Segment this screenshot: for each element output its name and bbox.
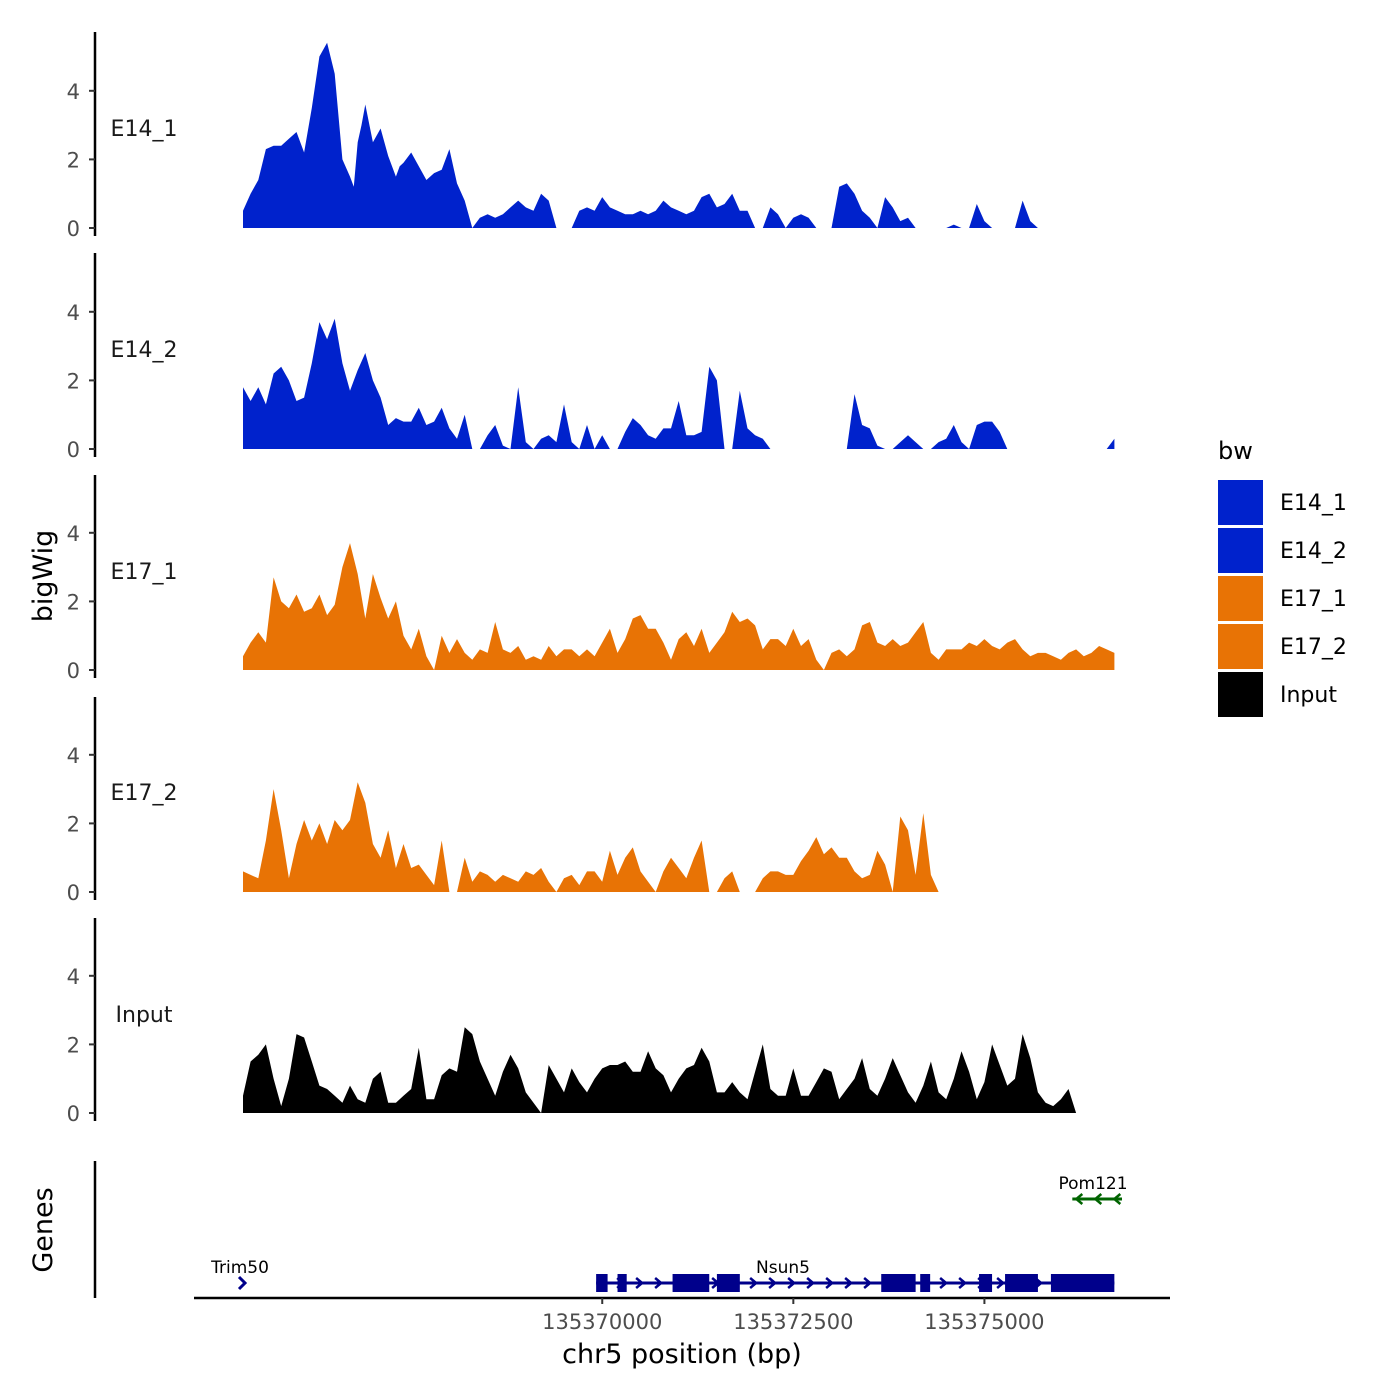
strand-arrow [768, 1277, 778, 1289]
y-tick-label: 2 [67, 148, 80, 172]
gene-Trim50: Trim50 [210, 1258, 269, 1291]
track-label: E17_1 [111, 560, 178, 585]
y-tick-label: 2 [67, 812, 80, 836]
exon [1050, 1274, 1115, 1292]
strand-arrow [1093, 1193, 1103, 1205]
legend-label: E14_1 [1280, 491, 1347, 516]
y-tick-label: 4 [67, 965, 80, 989]
exon [716, 1274, 740, 1292]
track-E17_2: 0 2 4 E17_2 [67, 697, 1115, 905]
gene-label: Pom121 [1058, 1174, 1127, 1194]
area-E14_2 [243, 318, 1115, 449]
exon [617, 1274, 627, 1292]
exon [979, 1274, 993, 1292]
strand-arrow [996, 1277, 1006, 1289]
track-label: E14_2 [111, 338, 178, 363]
strand-arrow [749, 1277, 759, 1289]
area-Input [243, 1027, 1115, 1113]
y-tick-label: 2 [67, 1033, 80, 1057]
legend: bw E14_1 E14_2 E17_1 E17_2 Input [1218, 437, 1347, 717]
genes-panel: 135370000 135372500 135375000 Trim50 Nsun5 Po… [93, 1161, 1170, 1334]
gene-label: Trim50 [210, 1258, 269, 1278]
legend-label: Input [1280, 683, 1337, 708]
legend-key-E14_1 [1218, 480, 1263, 525]
strand-arrow [825, 1277, 835, 1289]
gene-label: Nsun5 [756, 1258, 810, 1278]
strand-arrow [844, 1277, 854, 1289]
y-tick-label: 4 [67, 744, 80, 768]
y-tick-label: 0 [67, 217, 80, 241]
x-tick-label: 135372500 [733, 1310, 853, 1334]
strand-arrow [958, 1277, 968, 1289]
strand-arrow [939, 1277, 949, 1289]
track-label: E14_1 [111, 117, 178, 142]
area-E14_1 [243, 42, 1115, 228]
y-tick-label: 4 [67, 301, 80, 325]
genes-axis-title: Genes [28, 1187, 59, 1272]
bigwig-tracks: 0 2 4 E14_1 0 2 4 E14_2 0 2 4 E17_1 0 2 4 E17_2 0 2 4 Input [67, 32, 1115, 1126]
exon [881, 1274, 916, 1292]
y-tick-label: 4 [67, 80, 80, 104]
strand-arrow [635, 1277, 645, 1289]
y-tick-label: 2 [67, 590, 80, 614]
y-tick-label: 4 [67, 522, 80, 546]
legend-label: E17_1 [1280, 587, 1347, 612]
area-E17_1 [243, 543, 1115, 670]
track-label: Input [116, 1003, 173, 1028]
strand-arrow [863, 1277, 873, 1289]
gene-Nsun5: Nsun5 [596, 1258, 1115, 1292]
strand-arrow [1074, 1193, 1084, 1205]
legend-key-E14_2 [1218, 528, 1263, 573]
track-E14_2: 0 2 4 E14_2 [67, 253, 1115, 462]
exon [1005, 1274, 1038, 1292]
area-E17_2 [243, 782, 1115, 892]
gene-Pom121: Pom121 [1058, 1174, 1128, 1205]
track-E14_1: 0 2 4 E14_1 [67, 32, 1115, 241]
legend-label: E14_2 [1280, 539, 1347, 564]
track-label: E17_2 [111, 781, 178, 806]
x-tick-label: 135375000 [924, 1310, 1044, 1334]
legend-key-E17_1 [1218, 576, 1263, 621]
track-Input: 0 2 4 Input [67, 918, 1115, 1126]
track-E17_1: 0 2 4 E17_1 [67, 475, 1115, 683]
y-tick-label: 0 [67, 659, 80, 683]
strand-arrow [1112, 1193, 1122, 1205]
legend-key-Input [1218, 672, 1263, 717]
y-tick-label: 0 [67, 881, 80, 905]
y-tick-label: 0 [67, 438, 80, 462]
strand-arrow [787, 1277, 797, 1289]
exon [920, 1274, 931, 1292]
x-tick-label: 135370000 [542, 1310, 662, 1334]
strand-arrow [237, 1275, 248, 1291]
legend-label: E17_2 [1280, 635, 1347, 660]
strand-arrow [806, 1277, 816, 1289]
exon [596, 1274, 608, 1292]
y-tick-label: 0 [67, 1102, 80, 1126]
legend-key-E17_2 [1218, 624, 1263, 669]
strand-arrow [654, 1277, 664, 1289]
y-axis-title: bigWig [28, 530, 59, 623]
x-axis-title: chr5 position (bp) [562, 1339, 802, 1370]
exon [672, 1274, 710, 1292]
y-tick-label: 2 [67, 369, 80, 393]
legend-title: bw [1218, 437, 1253, 465]
